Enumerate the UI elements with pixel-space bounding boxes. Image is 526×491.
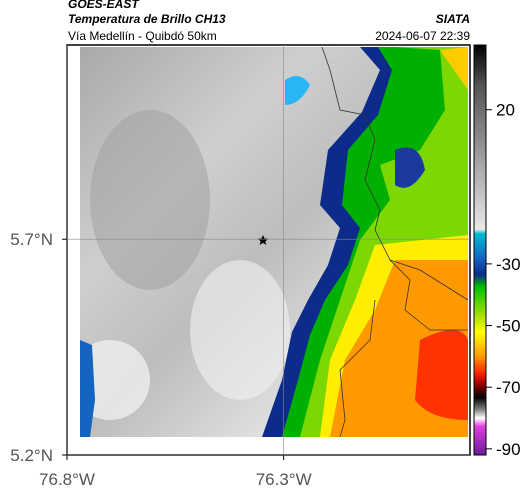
colorbar-tick-label: -30 bbox=[496, 255, 521, 274]
boundaries bbox=[321, 46, 469, 438]
source: GOES-EAST bbox=[68, 0, 140, 11]
axes: 76.8°W 76.3°W 5.7°N 5.2°N 20 -30 -50 -70 -90 bbox=[10, 45, 521, 489]
colorbar-tick-label: -90 bbox=[496, 440, 521, 459]
colorbar-tick-label: -70 bbox=[496, 378, 521, 397]
timestamp: 2024-06-07 22:39 bbox=[375, 29, 470, 43]
colorbar bbox=[473, 44, 487, 456]
product: Temperatura de Brillo CH13 bbox=[68, 12, 226, 26]
x-tick-label: 76.3°W bbox=[256, 470, 312, 489]
colorbar-tick-label: 20 bbox=[496, 101, 515, 120]
y-tick-label: 5.7°N bbox=[10, 230, 53, 249]
location-marker bbox=[257, 235, 269, 245]
org: SIATA bbox=[436, 12, 470, 26]
colorbar-tick-label: -50 bbox=[496, 317, 521, 336]
satellite-image bbox=[80, 47, 468, 437]
y-tick-label: 5.2°N bbox=[10, 446, 53, 465]
x-tick-label: 76.8°W bbox=[39, 470, 95, 489]
route: Vía Medellín - Quibdó 50km bbox=[68, 29, 217, 43]
